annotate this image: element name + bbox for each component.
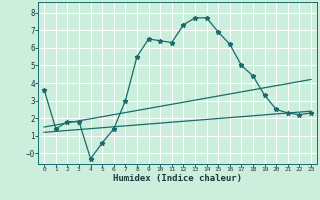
X-axis label: Humidex (Indice chaleur): Humidex (Indice chaleur)	[113, 174, 242, 183]
